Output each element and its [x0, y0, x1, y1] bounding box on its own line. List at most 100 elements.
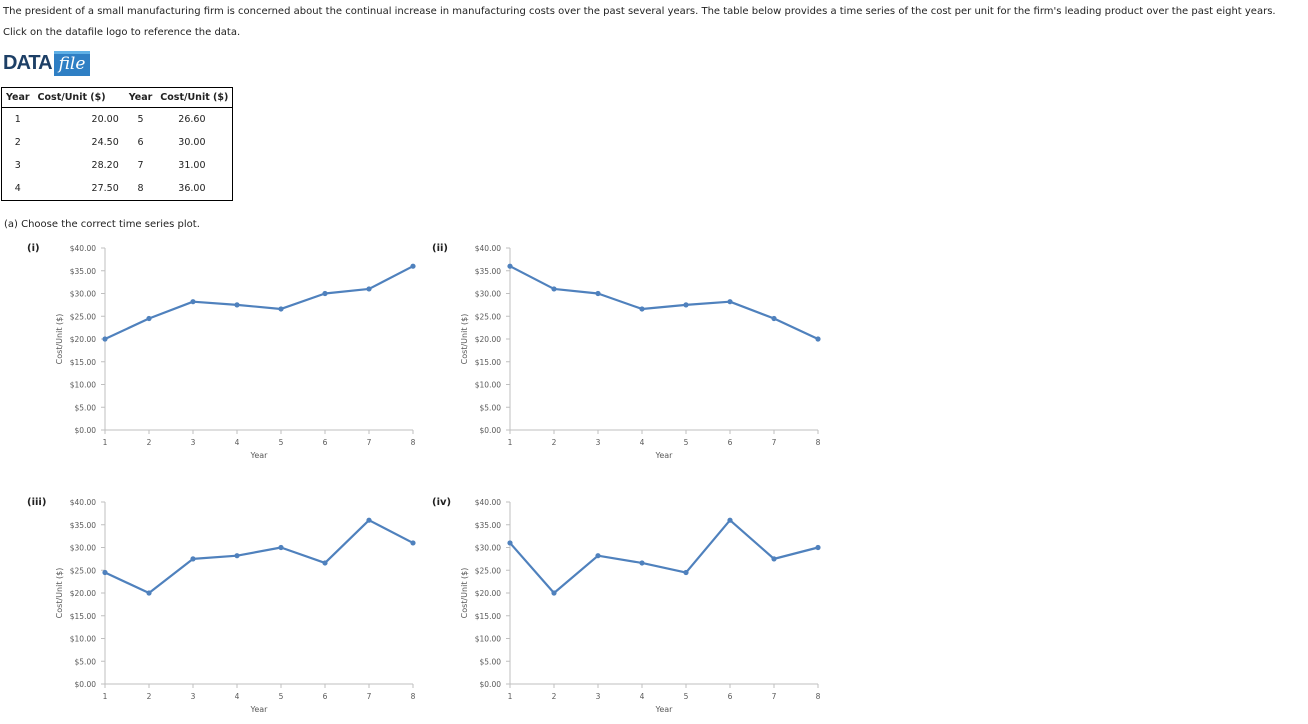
x-tick-label: 2 — [552, 692, 557, 701]
y-tick-label: $5.00 — [75, 403, 97, 412]
y-tick-label: $15.00 — [70, 358, 96, 367]
y-tick-label: $5.00 — [75, 657, 97, 666]
x-tick-label: 5 — [279, 438, 284, 447]
table-cell: 31.00 — [178, 160, 206, 171]
x-axis-title: Year — [250, 451, 269, 460]
y-tick-label: $15.00 — [475, 358, 501, 367]
table-row: 3 28.20 7 31.00 — [2, 154, 233, 177]
series-line — [104, 519, 414, 595]
data-point — [234, 302, 240, 308]
header-cost-2: Cost/Unit ($) — [156, 87, 233, 108]
plot-option-ii-label[interactable]: (ii) — [432, 243, 448, 254]
table-cell: 27.50 — [91, 183, 119, 194]
table-cell: 8 — [137, 183, 144, 194]
x-axis-title: Year — [655, 705, 674, 714]
table-row: 1 20.00 5 26.60 — [2, 108, 233, 132]
series-line — [509, 265, 819, 340]
y-tick-label: $0.00 — [75, 680, 97, 689]
data-point — [771, 556, 777, 562]
x-tick-label: 6 — [323, 692, 328, 701]
data-point — [190, 556, 196, 562]
datafile-logo-file: file — [53, 51, 91, 76]
data-point — [322, 560, 328, 566]
x-tick-label: 8 — [411, 438, 416, 447]
data-point — [366, 286, 372, 292]
y-tick-label: $40.00 — [475, 498, 501, 507]
data-point — [595, 290, 601, 297]
x-tick-label: 2 — [147, 438, 152, 447]
data-point — [771, 315, 777, 322]
table-cell: 4 — [14, 183, 21, 194]
data-point — [322, 290, 328, 297]
y-tick-label: $40.00 — [70, 244, 96, 253]
time-series-plot-iii[interactable]: $0.00 $5.00 $10.00 $15.00 $20.00 $25.00 $30.00… — [50, 494, 430, 719]
x-tick-label: 7 — [367, 692, 372, 701]
data-point — [507, 263, 513, 269]
data-point — [639, 306, 645, 312]
data-point — [507, 540, 513, 546]
plot-option-i-label[interactable]: (i) — [27, 243, 40, 254]
table-cell: 1 — [14, 114, 21, 125]
question-a: (a) Choose the correct time series plot. — [4, 219, 200, 230]
x-tick-label: 4 — [640, 692, 645, 701]
y-tick-label: $40.00 — [475, 244, 501, 253]
data-point — [366, 517, 372, 523]
x-tick-label: 6 — [728, 438, 733, 447]
data-point — [727, 517, 733, 523]
x-tick-label: 6 — [728, 692, 733, 701]
header-cost-1: Cost/Unit ($) — [33, 87, 125, 108]
x-tick-label: 2 — [552, 438, 557, 447]
data-point — [639, 560, 645, 566]
data-point — [278, 306, 284, 312]
time-series-plot-ii[interactable]: $0.00 $5.00 $10.00 $15.00 $20.00 $25.00 $30.00… — [455, 240, 835, 465]
table-row: 2 24.50 6 30.00 — [2, 131, 233, 154]
y-tick-label: $0.00 — [480, 426, 502, 435]
x-tick-label: 7 — [772, 692, 777, 701]
data-point — [102, 336, 108, 342]
y-tick-label: $35.00 — [475, 267, 501, 276]
x-tick-label: 5 — [684, 692, 689, 701]
y-tick-label: $0.00 — [480, 680, 502, 689]
y-tick-label: $30.00 — [475, 290, 501, 299]
x-tick-label: 5 — [684, 438, 689, 447]
plot-option-iv-label[interactable]: (iv) — [432, 497, 452, 508]
x-tick-label: 3 — [596, 692, 601, 701]
y-tick-label: $10.00 — [70, 635, 96, 644]
data-point — [727, 299, 733, 305]
y-tick-label: $20.00 — [70, 335, 96, 344]
data-point — [234, 553, 240, 559]
y-tick-label: $35.00 — [70, 521, 96, 530]
x-tick-label: 3 — [191, 438, 196, 447]
datafile-logo-link[interactable]: DATA file — [3, 50, 91, 77]
y-tick-label: $20.00 — [475, 589, 501, 598]
table-cell: 30.00 — [178, 137, 206, 148]
y-tick-label: $5.00 — [480, 403, 502, 412]
x-tick-label: 8 — [816, 692, 821, 701]
time-series-plot-i[interactable]: $0.00 $5.00 $10.00 $15.00 $20.00 $25.00 $30.00… — [50, 240, 430, 465]
table-cell: 20.00 — [91, 114, 119, 125]
datafile-instruction: Click on the datafile logo to reference … — [3, 27, 241, 38]
y-tick-label: $25.00 — [70, 566, 96, 575]
problem-intro: The president of a small manufacturing f… — [3, 6, 1276, 17]
data-point — [410, 263, 416, 269]
x-axis-title: Year — [250, 705, 269, 714]
data-point — [146, 315, 152, 322]
data-point — [595, 553, 601, 559]
data-point — [683, 569, 689, 576]
table-cell: 24.50 — [91, 137, 119, 148]
series-line — [104, 265, 414, 340]
cost-data-table: Year Cost/Unit ($) Year Cost/Unit ($) 1 … — [1, 87, 234, 201]
y-tick-label: $30.00 — [70, 544, 96, 553]
table-header-row: Year Cost/Unit ($) Year Cost/Unit ($) — [1, 87, 233, 108]
y-tick-label: $20.00 — [475, 335, 501, 344]
time-series-plot-iv[interactable]: $0.00 $5.00 $10.00 $15.00 $20.00 $25.00 $30.00… — [455, 494, 835, 719]
datafile-logo-data: DATA — [3, 52, 53, 74]
plot-option-iii-label[interactable]: (iii) — [27, 497, 47, 508]
y-axis-title: Cost/Unit ($) — [460, 314, 469, 365]
x-tick-label: 8 — [816, 438, 821, 447]
y-axis-title: Cost/Unit ($) — [460, 568, 469, 619]
x-tick-label: 1 — [103, 692, 108, 701]
y-tick-label: $30.00 — [475, 544, 501, 553]
table-cell: 3 — [14, 160, 21, 171]
y-tick-label: $35.00 — [70, 267, 96, 276]
